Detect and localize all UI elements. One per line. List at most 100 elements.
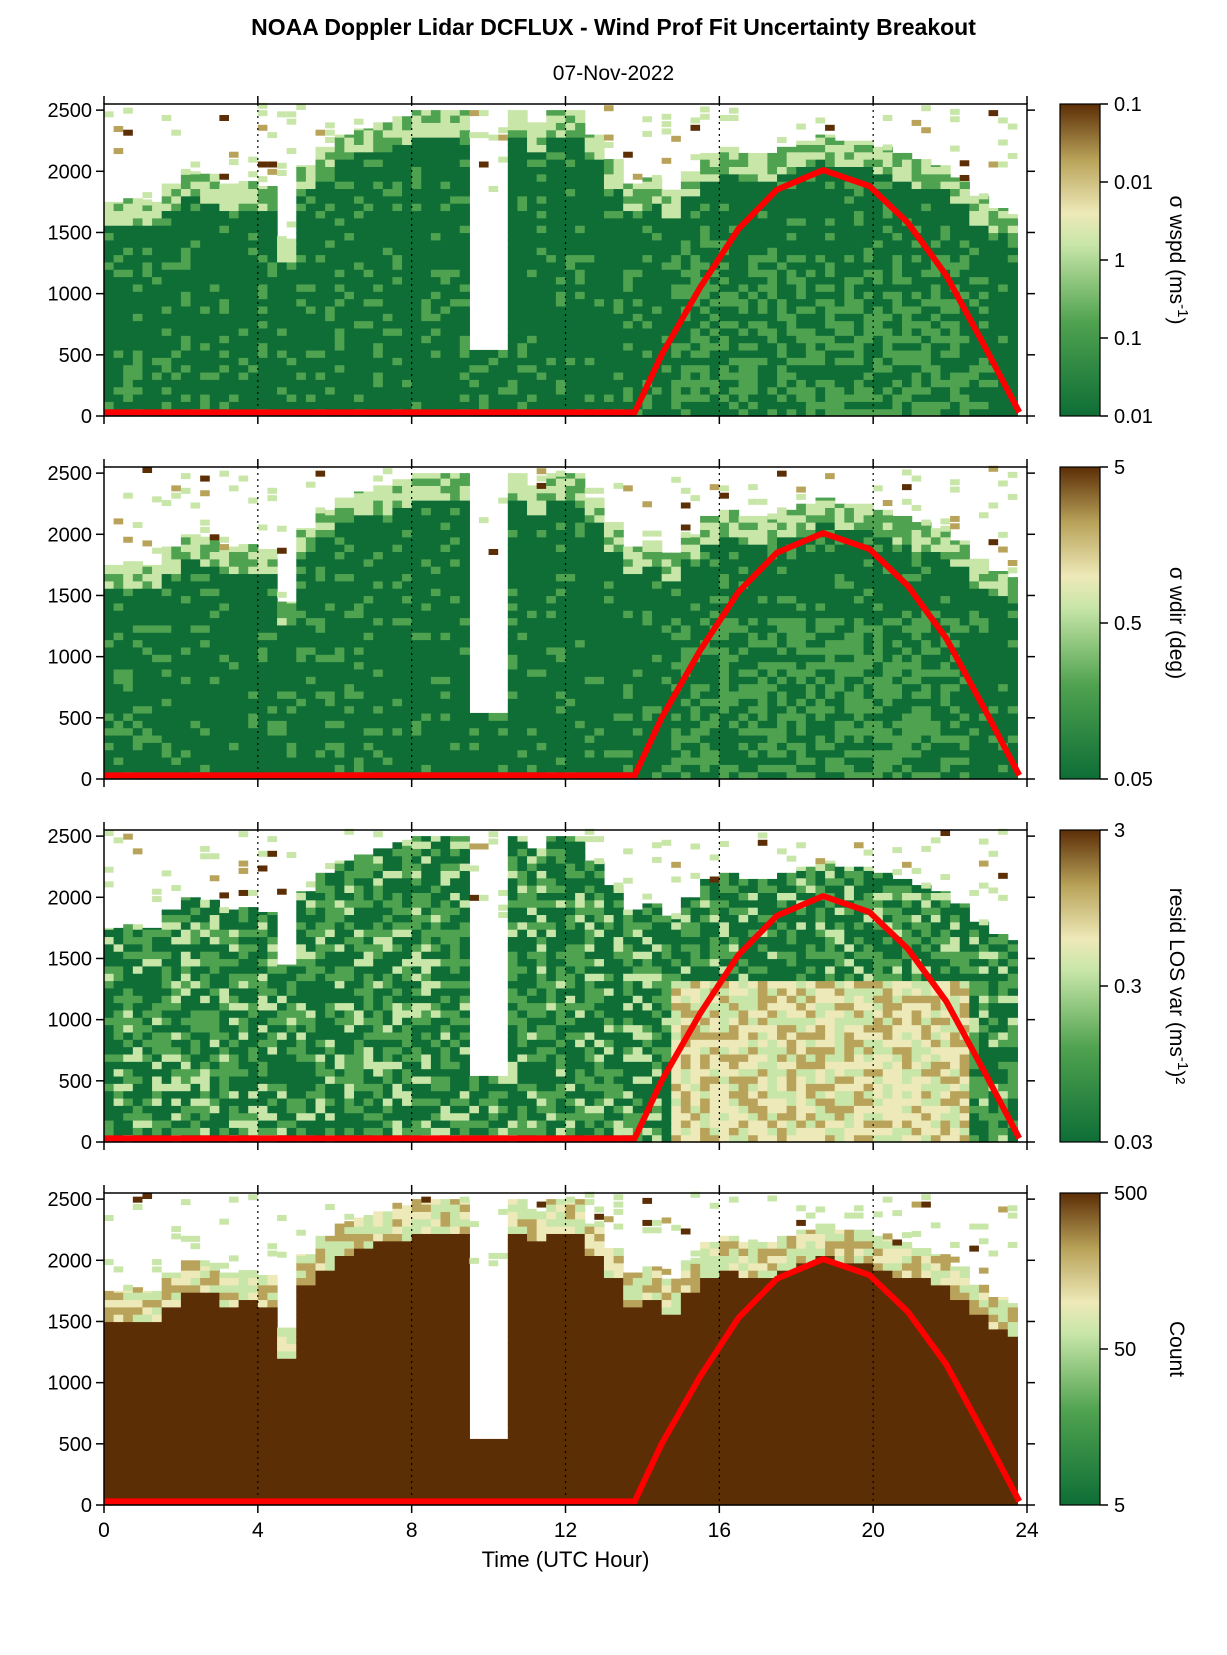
- heatmap-cell: [988, 225, 999, 234]
- heatmap-cell: [104, 201, 115, 204]
- heatmap-cell: [536, 401, 547, 410]
- heatmap-cell: [623, 401, 634, 410]
- heatmap-cell: [353, 144, 365, 153]
- heatmap-cell: [152, 654, 163, 663]
- heatmap-cell: [565, 342, 576, 351]
- heatmap-cell: [796, 386, 807, 395]
- heatmap-cell: [767, 261, 778, 270]
- heatmap-cell: [700, 298, 711, 307]
- heatmap-cell: [382, 522, 394, 530]
- heatmap-cell: [517, 166, 528, 175]
- heatmap-cell: [988, 320, 999, 329]
- heatmap-cell: [805, 181, 817, 190]
- heatmap-cell: [459, 217, 470, 226]
- heatmap-cell: [238, 617, 249, 626]
- heatmap-cell: [296, 528, 307, 530]
- heatmap-cell: [728, 254, 740, 263]
- heatmap-cell: [228, 203, 240, 212]
- heatmap-cell: [392, 151, 403, 160]
- heatmap-cell: [940, 291, 951, 300]
- heatmap-cell: [565, 393, 576, 402]
- heatmap-cell: [469, 727, 480, 736]
- heatmap-cell: [373, 500, 384, 508]
- heatmap-cell: [421, 195, 432, 204]
- heatmap-cell: [450, 764, 461, 773]
- heatmap-cell: [834, 371, 845, 380]
- heatmap-cell: [305, 181, 317, 190]
- heatmap-cell: [402, 327, 413, 336]
- heatmap-cell: [603, 320, 615, 329]
- heatmap-cell: [277, 705, 288, 714]
- heatmap-cell: [238, 683, 249, 692]
- heatmap-cell: [228, 183, 240, 190]
- heatmap-cell: [180, 225, 192, 234]
- heatmap-cell: [171, 624, 182, 633]
- heatmap-cell: [517, 210, 528, 219]
- heatmap-cell: [277, 727, 288, 736]
- heatmap-cell: [171, 727, 182, 736]
- heatmap-cell: [546, 342, 557, 351]
- heatmap-cell: [767, 357, 778, 366]
- heatmap-cell: [123, 198, 134, 204]
- heatmap-cell: [873, 151, 884, 160]
- heatmap-cell: [988, 408, 999, 417]
- heatmap-cell: [584, 313, 595, 322]
- heatmap-cell: [363, 203, 374, 212]
- heatmap-cell: [382, 327, 394, 336]
- heatmap-cell: [459, 129, 470, 138]
- heatmap-cell: [575, 173, 586, 182]
- heatmap-cell: [450, 110, 461, 116]
- heatmap-cell: [555, 151, 567, 160]
- heatmap-cell: [450, 217, 461, 226]
- heatmap-cell: [152, 379, 163, 388]
- heatmap-cell: [344, 632, 355, 641]
- heatmap-cell: [815, 137, 826, 145]
- heatmap-cell: [738, 393, 749, 402]
- heatmap-cell: [142, 364, 153, 373]
- heatmap-cell: [632, 254, 644, 263]
- heatmap-cell: [623, 239, 634, 248]
- heatmap-cell: [382, 335, 394, 344]
- heatmap-cell: [411, 558, 422, 567]
- heatmap-cell: [123, 632, 134, 641]
- heatmap-cell: [613, 195, 624, 204]
- heatmap-cell: [180, 232, 192, 241]
- heatmap-cell: [748, 386, 759, 395]
- heatmap-cell: [834, 313, 845, 322]
- heatmap-cell: [719, 276, 730, 285]
- heatmap-cell: [430, 661, 442, 670]
- heatmap-cell: [363, 617, 374, 626]
- heatmap-cell: [344, 134, 355, 138]
- heatmap-cell: [546, 247, 557, 256]
- heatmap-cell: [353, 558, 365, 567]
- heatmap-cell: [863, 247, 874, 256]
- heatmap-cell: [940, 276, 951, 285]
- heatmap-cell: [411, 122, 422, 131]
- heatmap-cell: [353, 128, 365, 131]
- heatmap-cell: [450, 566, 461, 575]
- heatmap-cell: [728, 291, 740, 300]
- heatmap-cell: [353, 247, 365, 256]
- heatmap-cell: [219, 610, 230, 619]
- heatmap-cell: [738, 181, 749, 190]
- heatmap-cell: [796, 291, 807, 300]
- heatmap-cell: [527, 558, 538, 567]
- heatmap-cell: [834, 276, 845, 285]
- heatmap-cell: [402, 386, 413, 395]
- heatmap-cell: [277, 602, 288, 611]
- heatmap-cell: [373, 522, 384, 530]
- heatmap-cell: [844, 247, 855, 256]
- heatmap-cell: [940, 261, 951, 270]
- heatmap-cell: [690, 173, 701, 182]
- heatmap-cell: [113, 342, 124, 351]
- heatmap-cell: [555, 144, 567, 153]
- heatmap-cell: [373, 705, 384, 714]
- heatmap-cell: [786, 146, 797, 153]
- heatmap-cell: [863, 269, 874, 278]
- heatmap-cell: [344, 151, 355, 160]
- heatmap-cell: [238, 573, 249, 582]
- heatmap-cell: [873, 371, 884, 380]
- heatmap-cell: [767, 393, 778, 402]
- heatmap-cell: [777, 166, 788, 175]
- heatmap-cell: [411, 115, 422, 123]
